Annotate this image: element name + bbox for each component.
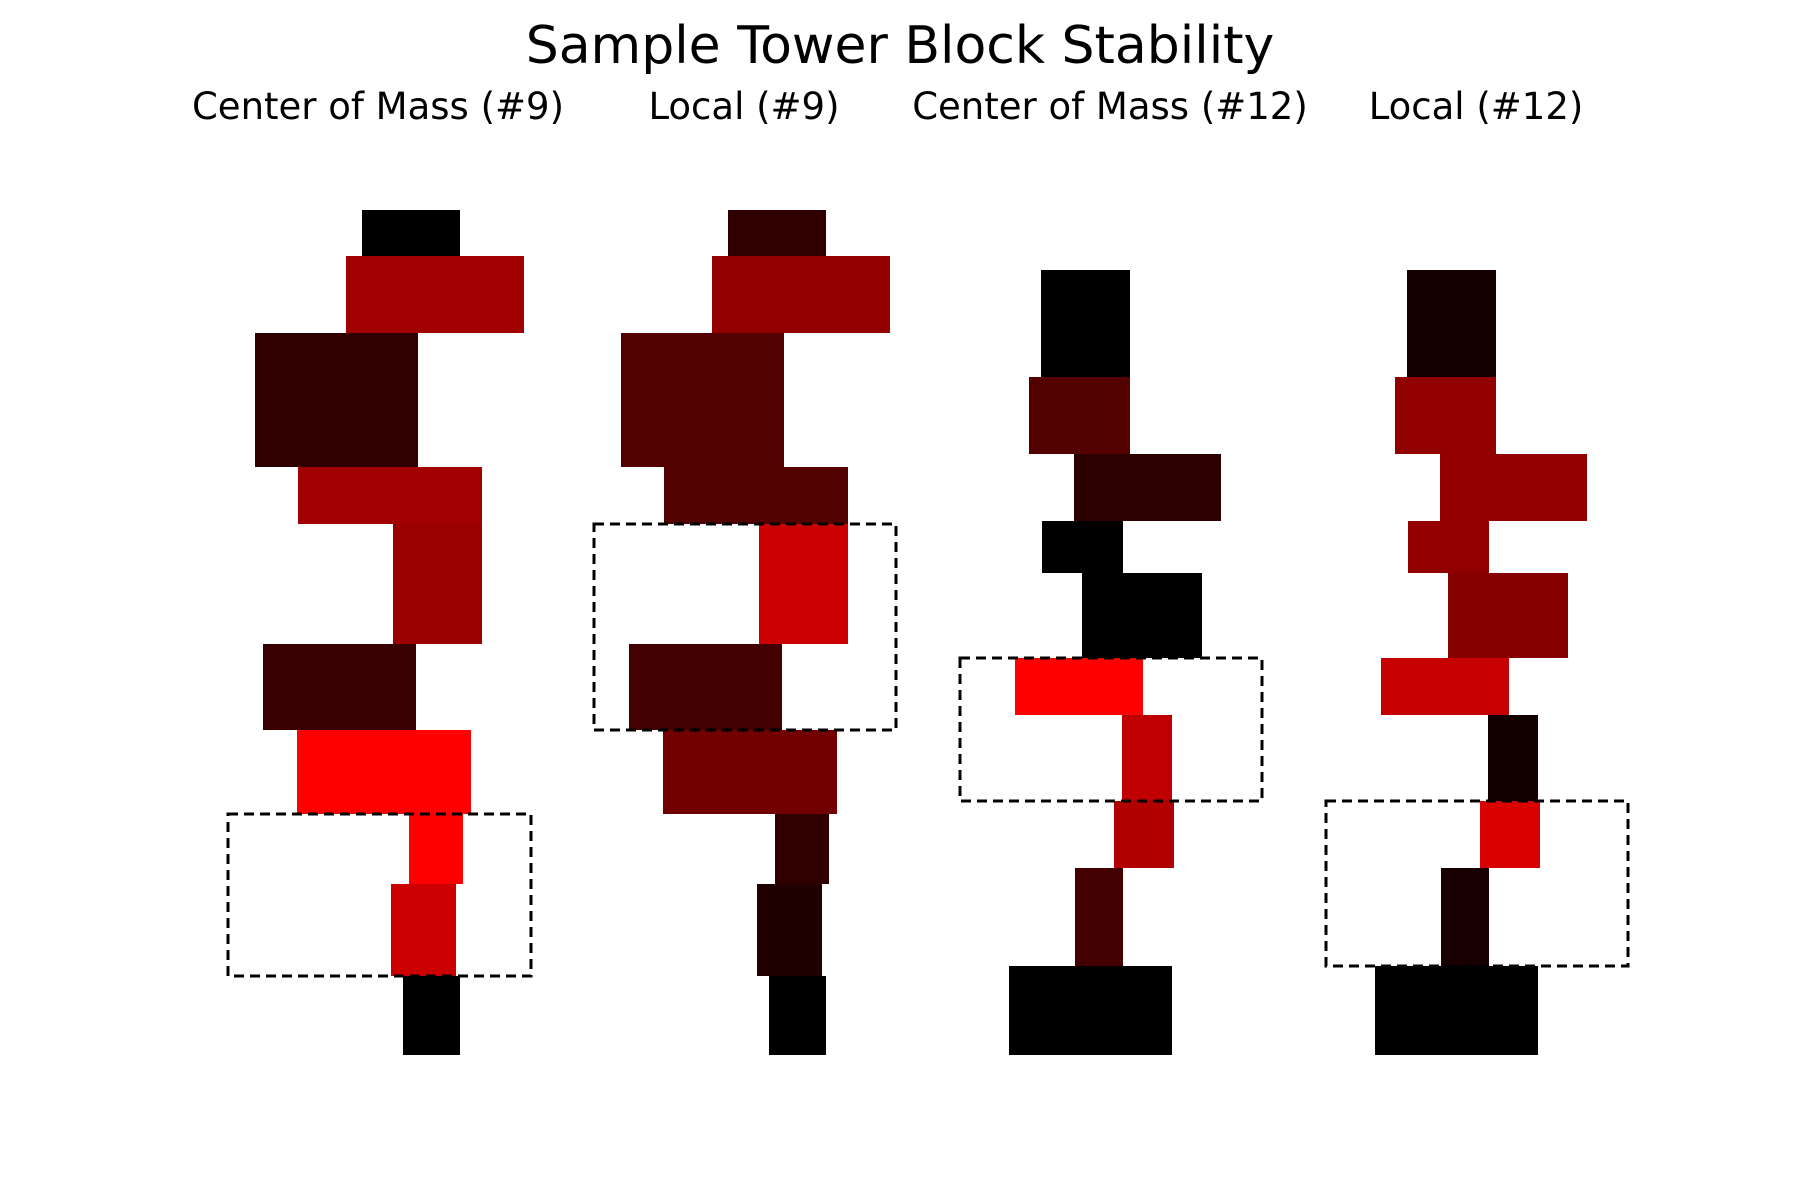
block-9 [757, 884, 822, 976]
panel-title-com-12: Center of Mass (#12) [912, 85, 1308, 128]
block-1 [1041, 270, 1130, 377]
block-7 [663, 730, 837, 814]
block-7 [297, 730, 471, 814]
block-1 [728, 210, 826, 256]
block-2 [712, 256, 890, 333]
block-4 [1042, 521, 1123, 573]
figure-title: Sample Tower Block Stability [525, 16, 1275, 76]
tower-local-9 [592, 210, 898, 1055]
block-10 [403, 976, 460, 1055]
highlight-region-box [226, 812, 533, 978]
block-3 [621, 333, 784, 467]
block-6 [1381, 658, 1509, 715]
block-9 [391, 884, 456, 976]
block-10 [1009, 966, 1172, 1055]
block-5 [759, 524, 848, 644]
block-7 [1488, 715, 1538, 801]
block-2 [346, 256, 524, 333]
highlight-region-box [1324, 799, 1630, 968]
block-10 [769, 976, 826, 1055]
block-2 [1029, 377, 1130, 454]
block-5 [393, 524, 482, 644]
panel-title-local-12: Local (#12) [1368, 85, 1584, 128]
tower-local-12 [1324, 270, 1630, 1055]
block-10 [1375, 966, 1538, 1055]
block-8 [775, 814, 829, 884]
block-5 [1448, 573, 1568, 658]
highlight-region-box [592, 522, 898, 732]
block-8 [1114, 801, 1174, 868]
block-6 [263, 644, 416, 730]
tower-com-12 [958, 270, 1264, 1055]
block-3 [1074, 454, 1221, 521]
block-6 [629, 644, 782, 730]
block-1 [1407, 270, 1496, 377]
block-4 [664, 467, 848, 524]
block-9 [1441, 868, 1489, 966]
block-1 [362, 210, 460, 256]
panel-title-com-9: Center of Mass (#9) [191, 85, 565, 128]
panel-title-local-9: Local (#9) [648, 85, 840, 128]
highlight-region-box [958, 656, 1264, 803]
block-3 [255, 333, 418, 467]
tower-com-9 [226, 210, 533, 1055]
block-2 [1395, 377, 1496, 454]
block-8 [1480, 801, 1540, 868]
block-5 [1082, 573, 1202, 658]
block-3 [1440, 454, 1587, 521]
block-4 [1408, 521, 1489, 573]
block-9 [1075, 868, 1123, 966]
block-6 [1015, 658, 1143, 715]
block-7 [1122, 715, 1172, 801]
block-4 [298, 467, 482, 524]
block-8 [409, 814, 463, 884]
